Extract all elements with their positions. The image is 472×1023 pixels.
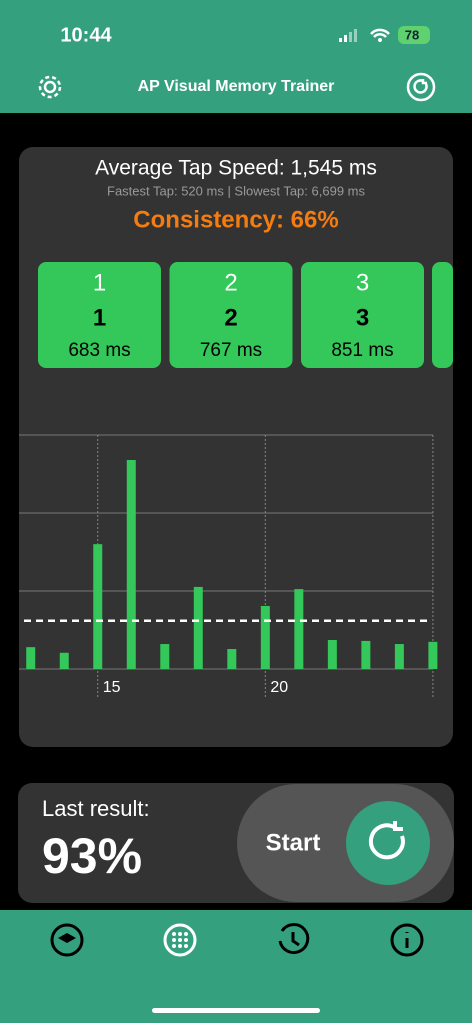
tap-time: 767 ms xyxy=(200,340,262,361)
battery xyxy=(398,26,430,44)
consistency: Consistency: 66% xyxy=(133,206,338,233)
last-result-label: Last result: xyxy=(42,796,150,821)
tap-index: 3 xyxy=(356,269,369,296)
tab-grid[interactable] xyxy=(163,923,197,957)
bar xyxy=(126,459,136,669)
last-result-value: 93% xyxy=(42,828,142,884)
tap-time: 851 ms xyxy=(331,340,393,361)
bar xyxy=(260,605,270,669)
x-tick-label: 20 xyxy=(270,679,288,696)
app-title: AP Visual Memory Trainer xyxy=(138,78,335,95)
bar xyxy=(327,639,337,669)
tap-index: 2 xyxy=(224,269,237,296)
tap-number: 2 xyxy=(224,304,237,331)
tap-number: 1 xyxy=(93,304,106,331)
tap-number: 3 xyxy=(356,304,369,331)
bar xyxy=(193,586,203,669)
header-bar xyxy=(0,0,472,113)
tap-tile-partial xyxy=(432,262,453,368)
settings-button[interactable] xyxy=(38,75,62,99)
reset-button[interactable] xyxy=(406,72,436,102)
tap-tile xyxy=(169,262,293,368)
bar xyxy=(93,544,103,669)
tap-time: 683 ms xyxy=(68,340,130,361)
bar xyxy=(160,644,170,669)
battery-level: 78 xyxy=(405,27,419,42)
tab-learn[interactable] xyxy=(50,923,84,957)
wifi-dot xyxy=(378,38,382,42)
tab-learn-cap xyxy=(58,933,76,943)
bar xyxy=(227,649,237,669)
status-time: 10:44 xyxy=(60,24,112,46)
signal xyxy=(339,29,357,42)
bar xyxy=(294,589,304,669)
tab-grid-dots xyxy=(172,932,188,948)
wifi xyxy=(370,28,390,38)
start-label[interactable]: Start xyxy=(266,829,321,856)
bar xyxy=(394,644,404,669)
bar xyxy=(428,641,438,669)
home-indicator xyxy=(152,1008,320,1013)
tap-tile xyxy=(301,262,424,368)
tab-history[interactable] xyxy=(278,923,310,955)
bar xyxy=(26,647,36,669)
start-icon-arrow xyxy=(368,821,405,860)
tap-range: Fastest Tap: 520 ms | Slowest Tap: 6,699… xyxy=(107,183,365,198)
start-icon[interactable] xyxy=(346,801,430,885)
tap-index: 1 xyxy=(93,269,106,296)
x-tick-label: 15 xyxy=(103,679,121,696)
tap-tile xyxy=(38,262,161,368)
tab-info[interactable] xyxy=(390,923,424,957)
average-speed: Average Tap Speed: 1,545 ms xyxy=(95,157,377,180)
bar xyxy=(59,652,69,669)
bar xyxy=(361,640,371,669)
